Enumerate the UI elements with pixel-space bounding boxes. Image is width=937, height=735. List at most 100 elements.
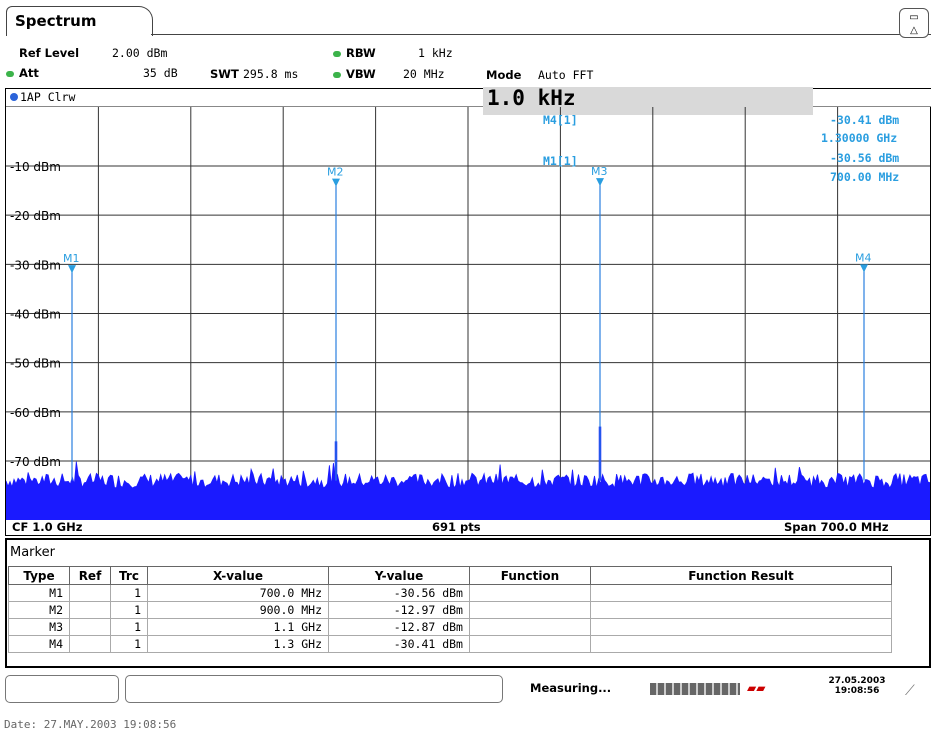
battery-icon: ▭	[909, 12, 919, 23]
y-tick-label: -60 dBm	[10, 406, 61, 420]
table-row[interactable]: M4 1 1.3 GHz -30.41 dBm	[8, 635, 892, 653]
tab-title: Spectrum	[15, 12, 97, 30]
marker-label-m4: M4	[855, 251, 872, 264]
cell-x-value: 1.1 GHz	[147, 618, 329, 636]
att-label: Att	[19, 66, 39, 80]
cell-function-result	[590, 601, 892, 619]
ref-level-label: Ref Level	[19, 46, 80, 60]
rbw-led-icon	[333, 51, 341, 57]
att-value[interactable]: 35 dB	[143, 66, 178, 80]
m1-readout-label: M1[1]	[543, 154, 578, 168]
spectrum-plot[interactable]: -10 dBm -20 dBm -30 dBm -40 dBm -50 dBm -60 d…	[6, 107, 930, 520]
table-row[interactable]: M3 1 1.1 GHz -12.87 dBm	[8, 618, 892, 636]
y-tick-label: -40 dBm	[10, 308, 61, 322]
trace-noise-floor	[6, 461, 930, 520]
active-entry-field[interactable]	[483, 87, 813, 115]
status-field-left[interactable]	[5, 675, 119, 703]
delta-icon: △	[910, 25, 918, 36]
swt-value[interactable]: 295.8 ms	[243, 67, 299, 81]
resize-grip-icon[interactable]: ⟋	[905, 683, 915, 699]
col-ref: Ref	[69, 566, 111, 585]
cell-function-result	[590, 635, 892, 653]
m1-readout-level: -30.56 dBm	[830, 151, 900, 165]
cell-function	[469, 584, 591, 602]
cell-y-value: -12.97 dBm	[328, 601, 470, 619]
cell-y-value: -30.41 dBm	[328, 635, 470, 653]
progress-bar	[650, 683, 740, 695]
status-bar: Measuring... ▰▰ 27.05.2003 19:08:56 ⟋	[5, 673, 931, 709]
center-frequency[interactable]: CF 1.0 GHz	[12, 520, 83, 534]
mode-value[interactable]: Auto FFT	[538, 68, 594, 82]
cell-function	[469, 601, 591, 619]
spectrum-diagram-frame	[5, 88, 931, 536]
att-led-icon	[6, 71, 14, 77]
cell-ref	[69, 618, 111, 636]
m1-readout-freq: 700.00 MHz	[830, 170, 900, 184]
m4-readout-label: M4[1]	[543, 113, 578, 127]
lxi-icon: ▰▰	[747, 681, 766, 695]
cell-ref	[69, 584, 111, 602]
vbw-value[interactable]: 20 MHz	[403, 67, 445, 81]
cell-function-result	[590, 618, 892, 636]
marker-table-title: Marker	[10, 545, 55, 560]
window-layout-button[interactable]: ▭ △	[899, 8, 929, 38]
marker-label-m1: M1	[63, 252, 80, 265]
screenshot-date: Date: 27.MAY.2003 19:08:56	[4, 718, 177, 731]
cell-trc: 1	[110, 618, 148, 636]
marker-triangle-icon	[860, 264, 868, 273]
marker-table: Type Ref Trc X-value Y-value Function Fu…	[8, 566, 892, 653]
cell-trc: 1	[110, 601, 148, 619]
status-date: 27.05.2003	[828, 676, 886, 686]
m4-readout-freq: 1.30000 GHz	[821, 131, 898, 145]
rbw-label: RBW	[346, 46, 376, 60]
sweep-points: 691 pts	[432, 520, 481, 534]
ref-level-value[interactable]: 2.00 dBm	[112, 46, 168, 60]
mode-label: Mode	[486, 68, 522, 82]
trace-dot-icon	[10, 93, 18, 101]
vbw-led-icon	[333, 72, 341, 78]
marker-label-m2: M2	[327, 166, 344, 179]
cell-type: M3	[8, 618, 70, 636]
y-tick-label: -70 dBm	[10, 455, 61, 469]
cell-ref	[69, 601, 111, 619]
marker-triangle-icon	[332, 178, 340, 187]
tab-spectrum[interactable]: Spectrum	[6, 6, 153, 36]
cell-y-value: -30.56 dBm	[328, 584, 470, 602]
m4-readout-level: -30.41 dBm	[830, 113, 900, 127]
marker-triangle-icon	[68, 265, 76, 274]
col-function: Function	[469, 566, 591, 585]
table-row[interactable]: M1 1 700.0 MHz -30.56 dBm	[8, 584, 892, 602]
y-tick-label: -20 dBm	[10, 209, 61, 223]
table-row[interactable]: M2 1 900.0 MHz -12.97 dBm	[8, 601, 892, 619]
marker-label-m3: M3	[591, 165, 608, 178]
col-x-value: X-value	[147, 566, 329, 585]
span-value[interactable]: Span 700.0 MHz	[784, 520, 889, 534]
cell-x-value: 1.3 GHz	[147, 635, 329, 653]
marker-table-header-row: Type Ref Trc X-value Y-value Function Fu…	[8, 566, 892, 585]
y-tick-label: -10 dBm	[10, 160, 61, 174]
active-entry-value[interactable]: 1.0 kHz	[487, 86, 576, 110]
cell-x-value: 700.0 MHz	[147, 584, 329, 602]
cell-function	[469, 635, 591, 653]
tab-underline	[151, 34, 931, 35]
marker-triangle-icon	[596, 178, 604, 187]
trace-label: 1AP Clrw	[20, 90, 76, 104]
cell-type: M2	[8, 601, 70, 619]
swt-label: SWT	[210, 67, 239, 81]
status-datetime: 27.05.2003 19:08:56	[817, 676, 897, 696]
y-tick-label: -50 dBm	[10, 357, 61, 371]
status-field-message[interactable]	[125, 675, 503, 703]
rbw-value[interactable]: 1 kHz	[418, 46, 453, 60]
cell-function	[469, 618, 591, 636]
y-tick-label: -30 dBm	[10, 258, 61, 272]
cell-type: M1	[8, 584, 70, 602]
status-measuring: Measuring...	[530, 681, 612, 695]
cell-type: M4	[8, 635, 70, 653]
cell-ref	[69, 635, 111, 653]
cell-function-result	[590, 584, 892, 602]
col-type: Type	[8, 566, 70, 585]
cell-trc: 1	[110, 635, 148, 653]
status-time: 19:08:56	[834, 686, 880, 696]
cell-trc: 1	[110, 584, 148, 602]
col-trc: Trc	[110, 566, 148, 585]
